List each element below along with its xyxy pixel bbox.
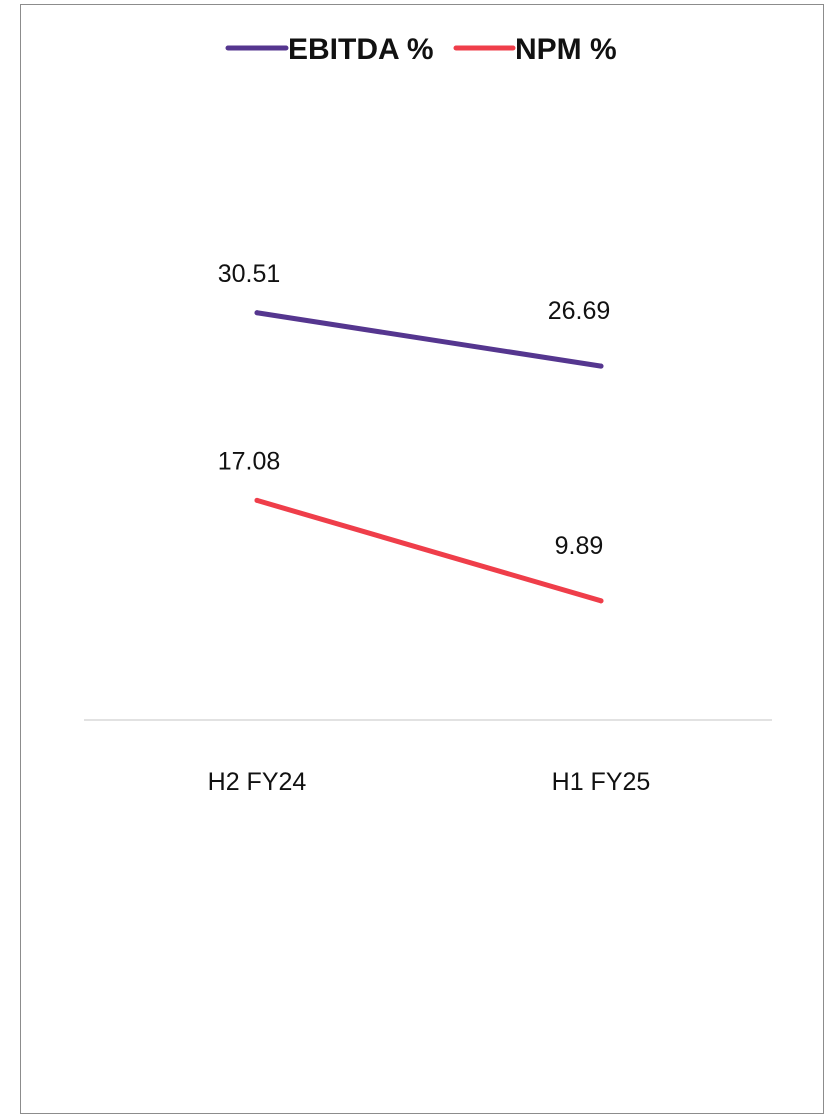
legend-label: EBITDA % <box>288 33 434 66</box>
data-point <box>254 310 260 316</box>
data-label: 17.08 <box>218 447 281 475</box>
series-layer <box>254 310 604 604</box>
data-point <box>254 497 260 503</box>
legend: EBITDA % NPM % <box>225 33 617 66</box>
x-tick-label: H2 FY24 <box>208 768 307 796</box>
data-label: 30.51 <box>218 260 281 288</box>
data-label: 26.69 <box>548 297 611 325</box>
data-point <box>598 363 604 369</box>
data-point <box>598 598 604 604</box>
series-line-0 <box>254 310 604 369</box>
x-tick-label: H1 FY25 <box>552 768 651 796</box>
series-line-1 <box>254 497 604 604</box>
data-labels: 30.51 26.69 17.08 9.89 <box>218 260 611 560</box>
legend-label: NPM % <box>515 33 617 66</box>
data-label: 9.89 <box>555 532 604 560</box>
x-axis: H2 FY24 H1 FY25 <box>84 719 772 796</box>
chart-frame <box>20 4 824 1114</box>
